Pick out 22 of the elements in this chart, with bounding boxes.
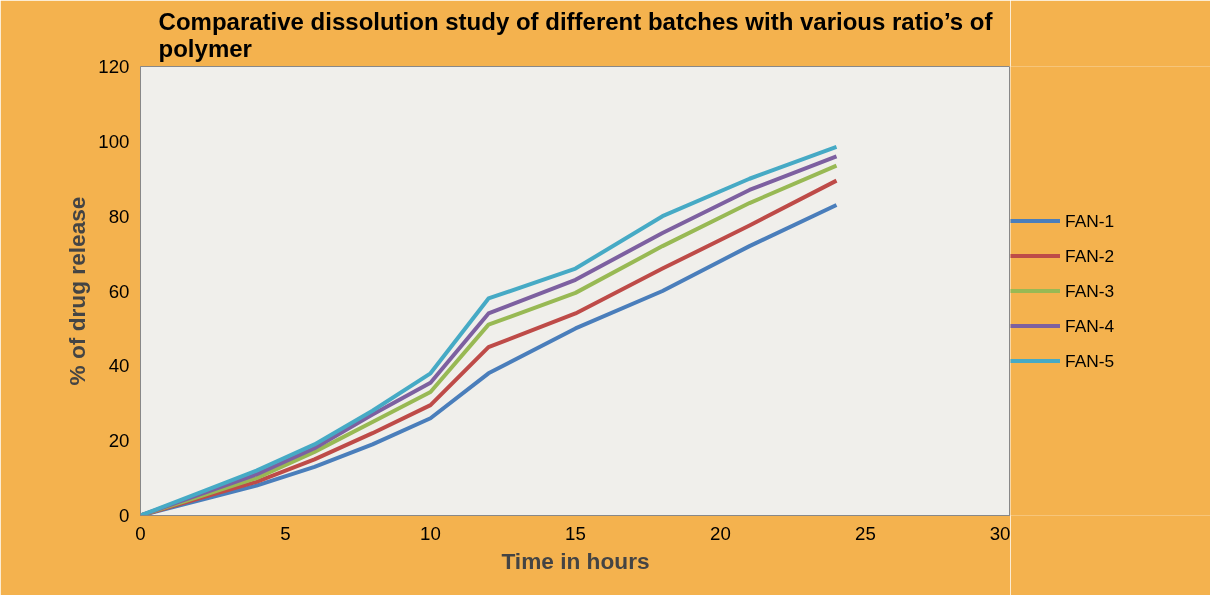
y-tick-label: 60	[108, 280, 130, 302]
x-tick-label: 0	[135, 522, 146, 544]
legend-label: FAN-3	[1065, 280, 1115, 301]
x-tick-label: 30	[989, 522, 1011, 544]
y-tick-label: 100	[98, 130, 130, 152]
legend-label: FAN-1	[1065, 210, 1115, 231]
x-tick-label: 25	[855, 522, 876, 544]
legend-label: FAN-2	[1065, 245, 1115, 266]
legend-label: FAN-5	[1065, 350, 1115, 371]
x-tick-label: 20	[710, 522, 731, 544]
y-tick-label: 80	[108, 205, 130, 227]
legend-label: FAN-4	[1065, 315, 1115, 336]
chart-title: Comparative dissolution study of different batches with various ratio’s of polymer	[158, 7, 994, 62]
y-tick-label: 40	[108, 355, 130, 377]
y-tick-label: 20	[108, 430, 130, 452]
y-axis-title: % of drug release	[64, 196, 91, 386]
x-axis-title: Time in hours	[501, 547, 650, 574]
x-tick-label: 10	[420, 522, 441, 544]
x-tick-label: 5	[280, 522, 291, 544]
y-tick-label: 120	[98, 56, 130, 77]
x-tick-label: 15	[565, 522, 586, 544]
y-tick-label: 0	[119, 505, 130, 526]
